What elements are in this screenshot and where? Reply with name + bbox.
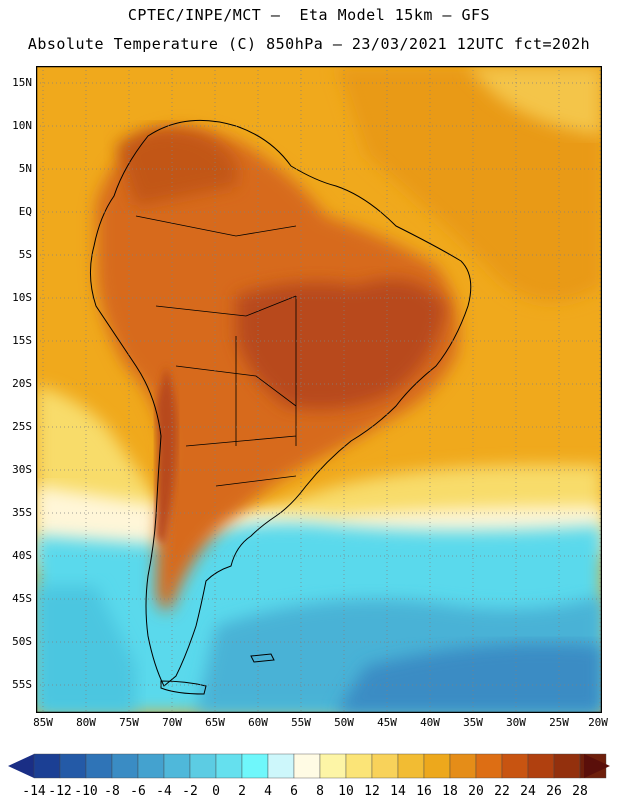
lat-label: 5N (18, 162, 32, 175)
lat-label: 35S (12, 506, 32, 519)
colorbar-swatch (85, 753, 113, 779)
lat-label: 25S (12, 420, 32, 433)
lat-label: 20S (12, 377, 32, 390)
colorbar-label: -10 (74, 784, 98, 799)
colorbar-label: -12 (48, 784, 72, 799)
colorbar-swatch (449, 753, 477, 779)
south-america-coastline (90, 119, 472, 687)
lon-label: 60W (248, 716, 268, 729)
colorbar-label: 22 (494, 784, 510, 799)
lat-label: 50S (12, 635, 32, 648)
colorbar-swatch (371, 753, 399, 779)
colorbar-swatch (241, 753, 269, 779)
colorbar-swatch (475, 753, 503, 779)
chart-title-line-2: Absolute Temperature (C) 850hPa – 23/03/… (27, 35, 591, 53)
lon-label: 25W (549, 716, 569, 729)
lon-label: 80W (76, 716, 96, 729)
colorbar-swatch (293, 753, 321, 779)
colorbar-label: 16 (416, 784, 432, 799)
colorbar-label: 10 (338, 784, 354, 799)
colorbar-label: -14 (22, 784, 46, 799)
lat-label: 15N (12, 76, 32, 89)
colorbar-left-arrow (8, 754, 34, 778)
warm-ocean-region (336, 66, 602, 302)
tierra-del-fuego (160, 680, 207, 695)
cyan-west (36, 586, 136, 713)
andes-hot-strip (156, 366, 178, 546)
colorbar-swatch (215, 753, 243, 779)
colorbar-label: -6 (130, 784, 146, 799)
colorbar-label: 12 (364, 784, 380, 799)
cooler-ocean-patch (466, 66, 602, 136)
colorbar-label: -2 (182, 784, 198, 799)
colorbar-swatch (59, 753, 87, 779)
lon-label: 85W (33, 716, 53, 729)
lat-label: 30S (12, 463, 32, 476)
lat-label: EQ (18, 205, 32, 218)
yellow-band (36, 386, 602, 536)
colorbar-label: 20 (468, 784, 484, 799)
lon-label: 40W (420, 716, 440, 729)
chart-title-line-1: CPTEC/INPE/MCT – Eta Model 15km – GFS (127, 6, 491, 24)
lat-label: 5S (18, 248, 32, 261)
colorbar (8, 753, 610, 779)
colorbar-label: 6 (290, 784, 298, 799)
colorbar-swatch (553, 753, 581, 779)
map-border (36, 66, 602, 713)
colorbar-swatch (527, 753, 555, 779)
colorbar-label: -8 (104, 784, 120, 799)
deep-blue-region (336, 643, 602, 713)
lon-label: 70W (162, 716, 182, 729)
north-hot-patch (116, 128, 238, 206)
colorbar-label: 18 (442, 784, 458, 799)
colorbar-label: 24 (520, 784, 536, 799)
land-very-hot-region (236, 279, 446, 410)
colorbar-swatch (137, 753, 165, 779)
lat-label: 40S (12, 549, 32, 562)
colorbar-label: 8 (316, 784, 324, 799)
colorbar-swatch (501, 753, 529, 779)
colorbar-swatch (33, 753, 61, 779)
colorbar-swatch (319, 753, 347, 779)
colorbar-swatch (111, 753, 139, 779)
lon-label: 20W (588, 716, 608, 729)
lon-label: 65W (205, 716, 225, 729)
lon-label: 30W (506, 716, 526, 729)
lon-label: 50W (334, 716, 354, 729)
colorbar-label: 26 (546, 784, 562, 799)
lat-label: 55S (12, 678, 32, 691)
falkland-islands (250, 653, 275, 663)
lat-label: 10S (12, 291, 32, 304)
colorbar-label: 28 (572, 784, 588, 799)
colorbar-swatch (345, 753, 373, 779)
colorbar-label: 2 (238, 784, 246, 799)
lat-label: 15S (12, 334, 32, 347)
colorbar-swatch (423, 753, 451, 779)
colorbar-right-arrow (584, 754, 610, 778)
colorbar-label: 4 (264, 784, 272, 799)
colorbar-swatch (267, 753, 295, 779)
colorbar-swatch (189, 753, 217, 779)
lon-label: 35W (463, 716, 483, 729)
temperature-map (36, 66, 602, 713)
lon-label: 75W (119, 716, 139, 729)
colorbar-label: 14 (390, 784, 406, 799)
colorbar-swatches (33, 753, 607, 779)
colorbar-swatch (163, 753, 191, 779)
colorbar-label: 0 (212, 784, 220, 799)
colorbar-label: -4 (156, 784, 172, 799)
lat-label: 45S (12, 592, 32, 605)
colorbar-swatch (397, 753, 425, 779)
lon-label: 55W (291, 716, 311, 729)
country-borders (135, 215, 297, 487)
lat-label: 10N (12, 119, 32, 132)
lon-label: 45W (377, 716, 397, 729)
